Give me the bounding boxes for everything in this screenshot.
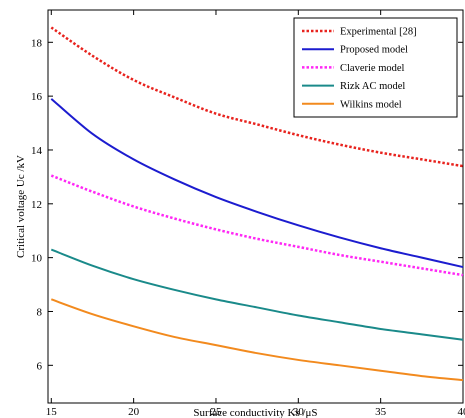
x-axis-label: Surface conductivity Ks /μS: [193, 407, 317, 418]
y-tick-label: 16: [31, 91, 43, 103]
x-axis-ticks: 15 20 25 30 35 40: [46, 10, 465, 418]
y-tick-label: 6: [37, 360, 43, 372]
series-line-2: [50, 174, 464, 277]
y-tick-label: 10: [31, 253, 43, 265]
x-tick-label: 15: [46, 406, 58, 418]
y-axis-label: Critical voltage Uc /kV: [15, 155, 27, 258]
x-tick-label: 30: [293, 406, 305, 418]
series-line-1: [50, 98, 464, 269]
y-axis-ticks: 6 8 10 12 14 16 18: [31, 37, 463, 372]
y-tick-label: 8: [37, 306, 43, 318]
y-tick-label: 14: [31, 145, 43, 157]
legend-label: Claverie model: [340, 63, 405, 74]
legend-label: Rizk AC model: [340, 81, 405, 92]
y-tick-label: 18: [31, 37, 43, 49]
legend-label: Wilkins model: [340, 99, 402, 110]
x-tick-label: 20: [128, 406, 140, 418]
series-line-4: [50, 298, 464, 382]
legend-label: Proposed model: [340, 45, 408, 56]
x-tick-label: 35: [375, 406, 387, 418]
y-tick-label: 12: [31, 199, 42, 211]
series-line-3: [50, 248, 464, 341]
legend: Experimental [28] Proposed model Claverie …: [293, 17, 458, 118]
x-tick-label: 25: [210, 406, 222, 418]
x-tick-label: 40: [458, 406, 465, 418]
series-layer: [50, 26, 464, 382]
legend-label: Experimental [28]: [340, 27, 417, 38]
